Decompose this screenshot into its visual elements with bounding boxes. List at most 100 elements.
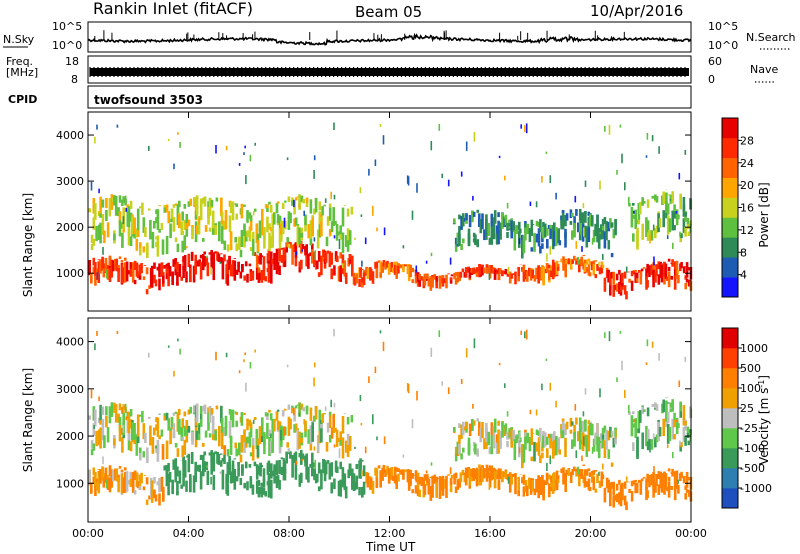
echo-cell <box>334 460 338 470</box>
y-tick-label: 3000 <box>56 175 84 188</box>
echo-cell <box>454 453 458 462</box>
echo-cell <box>233 260 237 281</box>
echo-cell <box>163 205 167 208</box>
echo-cell <box>594 432 597 446</box>
echo-cell <box>535 201 538 208</box>
echo-cell <box>255 266 259 280</box>
cpid-value: twofsound 3503 <box>94 93 203 107</box>
echo-cell <box>124 262 127 281</box>
echo-cell <box>88 260 91 276</box>
echo-cell <box>634 272 637 283</box>
echo-cell <box>176 481 179 495</box>
echo-cell <box>314 459 317 470</box>
echo-cell <box>350 415 354 423</box>
colorbar-segment <box>722 488 738 509</box>
echo-cell <box>668 426 672 442</box>
echo-cell <box>382 341 385 352</box>
echo-cell <box>587 211 591 216</box>
echo-cell <box>468 423 472 437</box>
echo-cell <box>682 405 686 421</box>
echo-cell <box>276 201 280 204</box>
echo-cell <box>594 260 598 262</box>
echo-cell <box>141 202 144 215</box>
echo-cell <box>511 273 515 275</box>
echo-cell <box>621 283 624 287</box>
echo-cell <box>143 474 147 476</box>
echo-cell <box>578 259 581 265</box>
echo-cell <box>212 252 216 267</box>
echo-cell <box>298 243 302 248</box>
echo-cell <box>257 272 261 283</box>
echo-cell <box>481 213 484 230</box>
echo-cell <box>210 476 212 485</box>
echo-cell <box>379 470 382 488</box>
echo-cell <box>300 438 304 443</box>
echo-cell <box>612 481 615 495</box>
echo-cell <box>677 274 680 284</box>
echo-cell <box>438 124 441 131</box>
echo-cell <box>155 424 158 431</box>
echo-cell <box>135 472 139 487</box>
echo-cell <box>641 197 644 199</box>
echo-cell <box>429 486 433 501</box>
echo-cell <box>215 145 217 154</box>
echo-cell <box>406 383 409 392</box>
echo-cell <box>341 263 344 269</box>
echo-cell <box>578 475 581 487</box>
colorbar-segment <box>722 157 738 178</box>
echo-cell <box>226 484 230 496</box>
echo-cell <box>307 466 310 483</box>
echo-cell <box>359 462 362 479</box>
echo-cell <box>125 207 127 212</box>
echo-cell <box>257 465 261 475</box>
echo-cell <box>425 470 428 474</box>
echo-cell <box>618 479 621 485</box>
echo-cell <box>276 420 280 430</box>
echo-cell <box>174 264 177 269</box>
echo-cell <box>546 239 549 249</box>
echo-cell <box>355 272 359 275</box>
echo-cell <box>558 240 562 246</box>
echo-cell <box>136 432 140 443</box>
echo-cell <box>449 277 453 281</box>
echo-cell <box>215 197 219 202</box>
echo-cell <box>621 360 623 371</box>
echo-cell <box>280 254 284 263</box>
echo-cell <box>400 469 403 475</box>
echo-cell <box>488 265 492 279</box>
noise-tick-top-left: 10^5 <box>52 20 82 33</box>
echo-cell <box>361 459 364 462</box>
echo-cell <box>486 467 490 479</box>
echo-cell <box>311 452 314 462</box>
echo-cell <box>433 274 437 280</box>
freq-left-label-1: Freq. <box>6 55 33 68</box>
echo-cell <box>305 453 308 470</box>
echo-cell <box>555 400 557 408</box>
echo-cell <box>280 429 283 441</box>
echo-cell <box>99 427 102 449</box>
echo-cell <box>661 403 664 414</box>
echo-cell <box>311 249 314 264</box>
echo-cell <box>219 471 222 474</box>
echo-cell <box>437 277 440 278</box>
echo-cell <box>599 232 602 234</box>
echo-cell <box>344 488 348 499</box>
echo-cell <box>402 454 405 458</box>
echo-cell <box>339 431 342 445</box>
echo-cell <box>361 268 364 270</box>
echo-cell <box>573 466 576 472</box>
echo-cell <box>652 479 655 498</box>
echo-cell <box>641 223 644 240</box>
echo-cell <box>160 429 164 437</box>
echo-cell <box>541 452 544 459</box>
echo-cell <box>219 261 222 264</box>
echo-cell <box>499 468 502 480</box>
noise-tick-top-right: 10^5 <box>708 20 738 33</box>
echo-cell <box>454 237 458 247</box>
echo-cell <box>472 468 475 481</box>
echo-cell <box>632 480 636 485</box>
echo-cell <box>108 198 112 217</box>
echo-cell <box>267 478 271 498</box>
echo-cell <box>210 463 213 475</box>
echo-cell <box>423 273 427 278</box>
